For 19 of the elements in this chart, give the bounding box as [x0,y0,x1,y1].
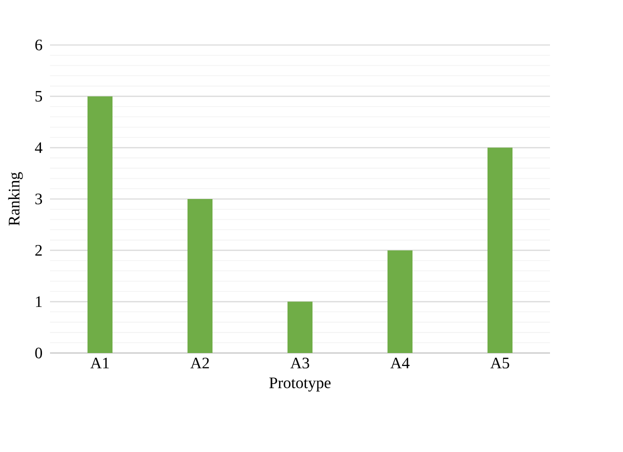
bar [88,96,113,353]
x-tick-label: A2 [190,358,209,368]
x-tick-label: A5 [490,358,510,368]
x-axis-title: Prototype [269,378,331,392]
y-tick-label: 4 [34,142,42,153]
y-tick-label: 3 [35,194,42,204]
bar [388,250,413,353]
x-tick-label: A4 [390,358,410,368]
y-tick-label: 1 [36,296,42,307]
x-tick-label: A1 [90,358,109,368]
bar [488,148,512,353]
y-tick-label: 5 [36,91,42,102]
bar [288,302,313,353]
y-tick-label: 2 [35,245,42,256]
bar [188,198,213,353]
y-axis-title: Ranking [8,172,23,226]
y-tick-label: 0 [35,348,42,358]
x-tick-label: A3 [290,358,310,368]
y-tick-label: 6 [35,40,42,50]
